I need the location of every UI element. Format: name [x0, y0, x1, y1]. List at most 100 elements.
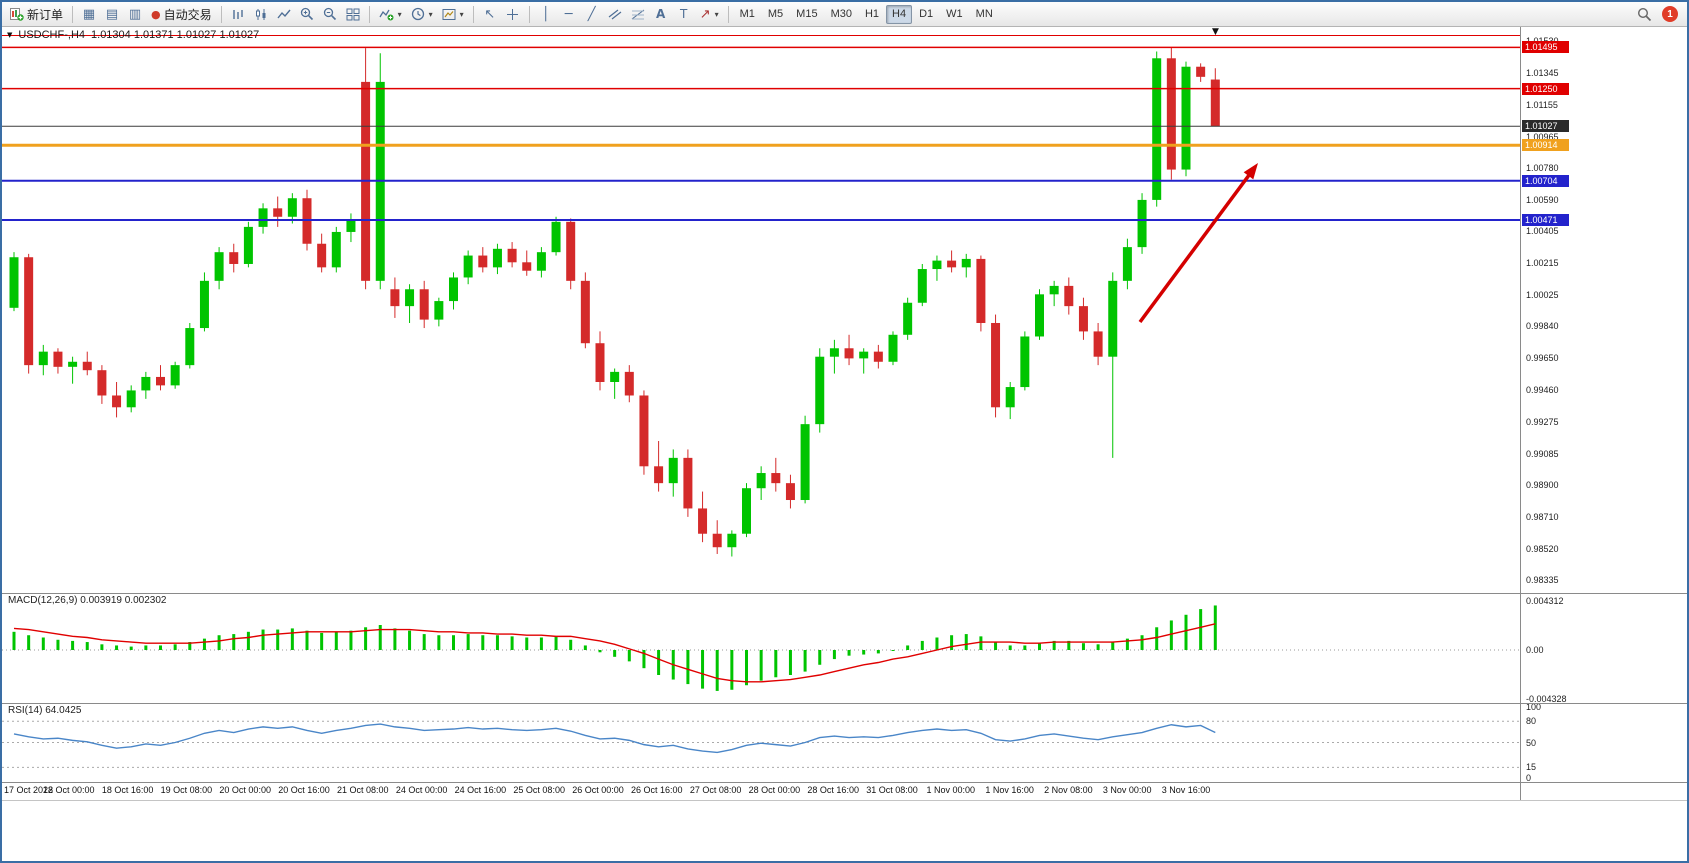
- notification-badge[interactable]: 1: [1662, 6, 1678, 22]
- price-axis[interactable]: 1.015301.013451.011551.009651.007801.005…: [1520, 26, 1687, 800]
- trend-arrow-head[interactable]: [1243, 163, 1258, 180]
- candle: [97, 370, 107, 396]
- candle: [273, 208, 283, 217]
- candle: [126, 390, 136, 408]
- time-axis-label: 28 Oct 00:00: [748, 785, 801, 795]
- timeframe-h1-button[interactable]: H1: [859, 5, 885, 24]
- tile-windows-icon: [346, 8, 360, 20]
- label-button[interactable]: T: [673, 4, 695, 24]
- macd-histogram-bar: [1052, 640, 1056, 650]
- macd-histogram-bar: [525, 637, 529, 650]
- line-chart-button[interactable]: [273, 4, 295, 24]
- horizontal-line-button[interactable]: ─: [558, 4, 580, 24]
- templates-button[interactable]: ▾: [438, 4, 468, 24]
- candle: [53, 351, 63, 367]
- time-axis-label: 18 Oct 16:00: [101, 785, 154, 795]
- navigator-icon: ▥: [128, 6, 142, 22]
- macd-histogram-bar: [891, 650, 895, 651]
- macd-histogram-bar: [364, 627, 368, 650]
- new-order-button[interactable]: 新订单: [5, 4, 67, 24]
- candle: [859, 351, 869, 359]
- cursor-icon: ↖: [484, 6, 496, 22]
- vertical-line-button[interactable]: │: [535, 4, 557, 24]
- macd-histogram-bar: [437, 635, 441, 650]
- bottom-strip: [2, 801, 1687, 861]
- time-axis-label: 31 Oct 08:00: [866, 785, 918, 795]
- panel-divider[interactable]: [2, 593, 1687, 594]
- timeframe-label: M5: [767, 8, 784, 20]
- macd-histogram-bar: [159, 645, 162, 650]
- text-button[interactable]: A: [650, 4, 672, 24]
- trend-arrow[interactable]: [1138, 169, 1254, 324]
- rsi-scale-label: 0: [1526, 773, 1532, 783]
- crosshair-button[interactable]: [502, 4, 524, 24]
- arrows-button[interactable]: ↗ ▾: [696, 4, 723, 24]
- tile-windows-button[interactable]: [342, 4, 364, 24]
- timeframe-label: H4: [892, 8, 907, 20]
- chart-shift-marker-icon[interactable]: ▼: [1212, 27, 1219, 37]
- timeframe-m5-button[interactable]: M5: [762, 5, 789, 24]
- candle: [170, 365, 180, 386]
- new-order-icon: [10, 8, 24, 21]
- rsi-canvas[interactable]: [2, 703, 1520, 782]
- timeframe-m1-button[interactable]: M1: [734, 5, 761, 24]
- collapse-triangle-icon[interactable]: ▼: [7, 31, 13, 39]
- zoom-in-button[interactable]: [296, 4, 318, 24]
- macd-histogram-bar: [393, 628, 397, 650]
- cursor-button[interactable]: ↖: [479, 4, 501, 24]
- macd-histogram-bar: [1067, 640, 1071, 650]
- candle: [287, 198, 297, 217]
- timeframe-h4-button[interactable]: H4: [886, 4, 913, 24]
- macd-histogram-bar: [964, 634, 968, 650]
- macd-histogram-bar: [115, 645, 119, 650]
- chart-ohlc-quote: 1.01304 1.01371 1.01027 1.01027: [91, 29, 260, 41]
- macd-canvas[interactable]: [2, 593, 1520, 703]
- toolbar-separator: [368, 5, 370, 23]
- chart-header: ▼ USDCHF-,H4 1.01304 1.01371 1.01027 1.0…: [7, 29, 259, 41]
- time-axis[interactable]: 17 Oct 2022 18 Oct 00:00 18 Oct 16:00 19 Oc…: [2, 782, 1520, 800]
- periods-button[interactable]: ▾: [407, 4, 437, 24]
- candle: [888, 334, 898, 362]
- bar-chart-button[interactable]: [227, 4, 249, 24]
- candle: [405, 289, 415, 307]
- main-chart-canvas[interactable]: [2, 26, 1520, 593]
- search-button[interactable]: [1633, 4, 1656, 24]
- timeframe-m30-button[interactable]: M30: [825, 5, 858, 24]
- trendline-button[interactable]: ╱: [581, 4, 603, 24]
- timeframe-mn-button[interactable]: MN: [970, 5, 999, 24]
- zoom-out-button[interactable]: [319, 4, 341, 24]
- indicators-button[interactable]: ▾: [375, 4, 406, 24]
- macd-panel: MACD(12,26,9) 0.003919 0.002302: [2, 593, 1520, 703]
- timeframe-w1-button[interactable]: W1: [940, 5, 969, 24]
- candlestick-icon: [255, 8, 266, 20]
- candle: [683, 457, 693, 509]
- macd-histogram-bar: [832, 650, 836, 660]
- market-watch-icon: ▦: [82, 6, 96, 22]
- candlestick-button[interactable]: [250, 4, 272, 24]
- time-axis-label: 3 Nov 00:00: [1102, 785, 1152, 795]
- timeframe-label: H1: [864, 8, 880, 20]
- fibonacci-button[interactable]: [627, 4, 649, 24]
- panel-divider[interactable]: [2, 703, 1687, 704]
- panel-divider: [2, 782, 1687, 783]
- candle: [229, 252, 239, 264]
- timeframe-d1-button[interactable]: D1: [913, 5, 939, 24]
- timeframe-m15-button[interactable]: M15: [790, 5, 823, 24]
- macd-histogram-bar: [1140, 635, 1144, 650]
- autotrading-button[interactable]: ● 自动交易: [147, 4, 216, 24]
- channel-button[interactable]: [604, 4, 626, 24]
- macd-histogram-bar: [979, 636, 983, 650]
- data-window-button[interactable]: ▤: [101, 4, 123, 24]
- candle: [815, 356, 825, 425]
- macd-histogram-bar: [1199, 609, 1203, 650]
- candle: [346, 220, 356, 232]
- price-line-label: 1.01250: [1522, 82, 1569, 95]
- macd-histogram-bar: [686, 650, 690, 685]
- template-icon: [442, 8, 456, 20]
- new-order-label: 新订单: [27, 7, 64, 22]
- indicators-icon: [379, 9, 394, 20]
- market-watch-button[interactable]: ▦: [78, 4, 100, 24]
- macd-histogram-bar: [642, 650, 646, 669]
- candle: [492, 248, 502, 268]
- navigator-button[interactable]: ▥: [124, 4, 146, 24]
